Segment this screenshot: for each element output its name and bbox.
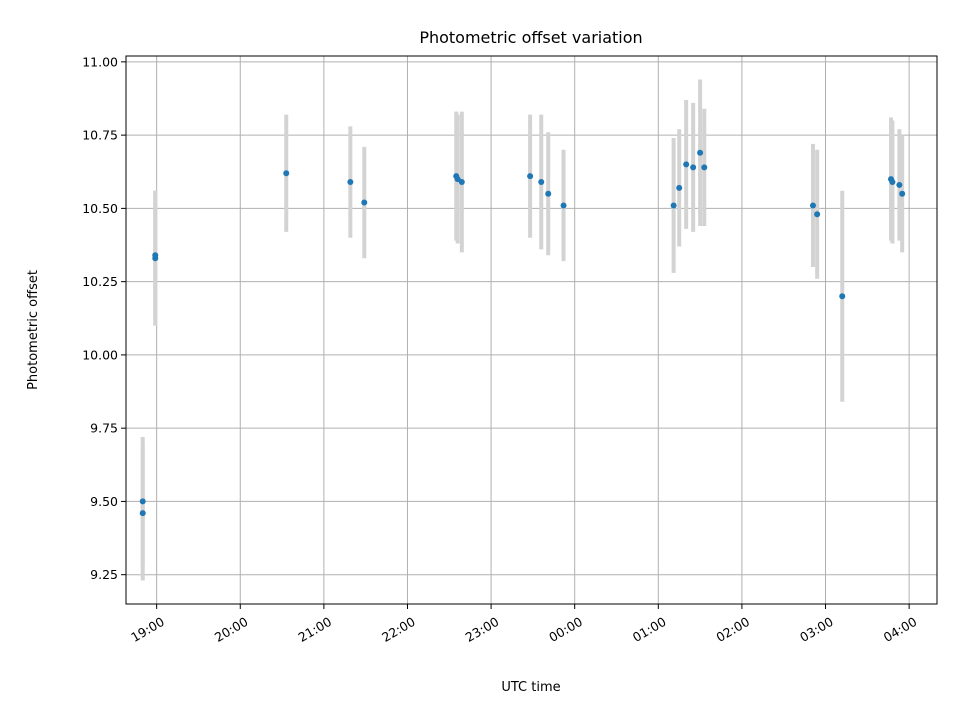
data-point — [670, 202, 677, 209]
data-point — [809, 202, 816, 209]
y-axis-ticks: 9.25 9.50 9.75 10.00 10.25 10.50 10.75 11.00 — [82, 54, 126, 582]
data-point — [690, 164, 697, 171]
y-tick-label: 10.50 — [82, 201, 118, 216]
data-point — [454, 176, 461, 183]
chart-title: Photometric offset variation — [419, 28, 642, 47]
data-point — [676, 184, 683, 191]
data-point — [139, 498, 146, 505]
data-point — [545, 190, 552, 197]
y-tick-label: 9.50 — [90, 494, 118, 509]
y-tick-label: 10.25 — [82, 274, 118, 289]
data-point — [896, 181, 903, 188]
data-point — [889, 179, 896, 186]
data-point — [361, 199, 368, 206]
data-point — [560, 202, 567, 209]
data-point — [347, 179, 354, 186]
y-axis-label: Photometric offset — [26, 270, 41, 390]
data-point — [527, 173, 534, 180]
data-point — [152, 252, 159, 259]
data-point — [839, 293, 846, 300]
data-point — [538, 179, 545, 186]
y-tick-label: 10.00 — [82, 347, 118, 362]
data-point — [814, 211, 821, 218]
y-tick-label: 9.25 — [90, 567, 118, 582]
plot-frame — [125, 55, 938, 605]
data-point — [683, 161, 690, 168]
data-point — [458, 179, 465, 186]
data-point — [139, 510, 146, 517]
data-points — [139, 149, 906, 517]
y-tick-label: 9.75 — [90, 421, 118, 436]
y-tick-label: 11.00 — [82, 54, 118, 69]
y-tick-label: 10.75 — [82, 128, 118, 143]
x-axis-label: UTC time — [501, 680, 560, 695]
data-point — [697, 149, 704, 156]
data-point — [701, 164, 708, 171]
data-point — [283, 170, 290, 177]
data-point — [899, 190, 906, 197]
